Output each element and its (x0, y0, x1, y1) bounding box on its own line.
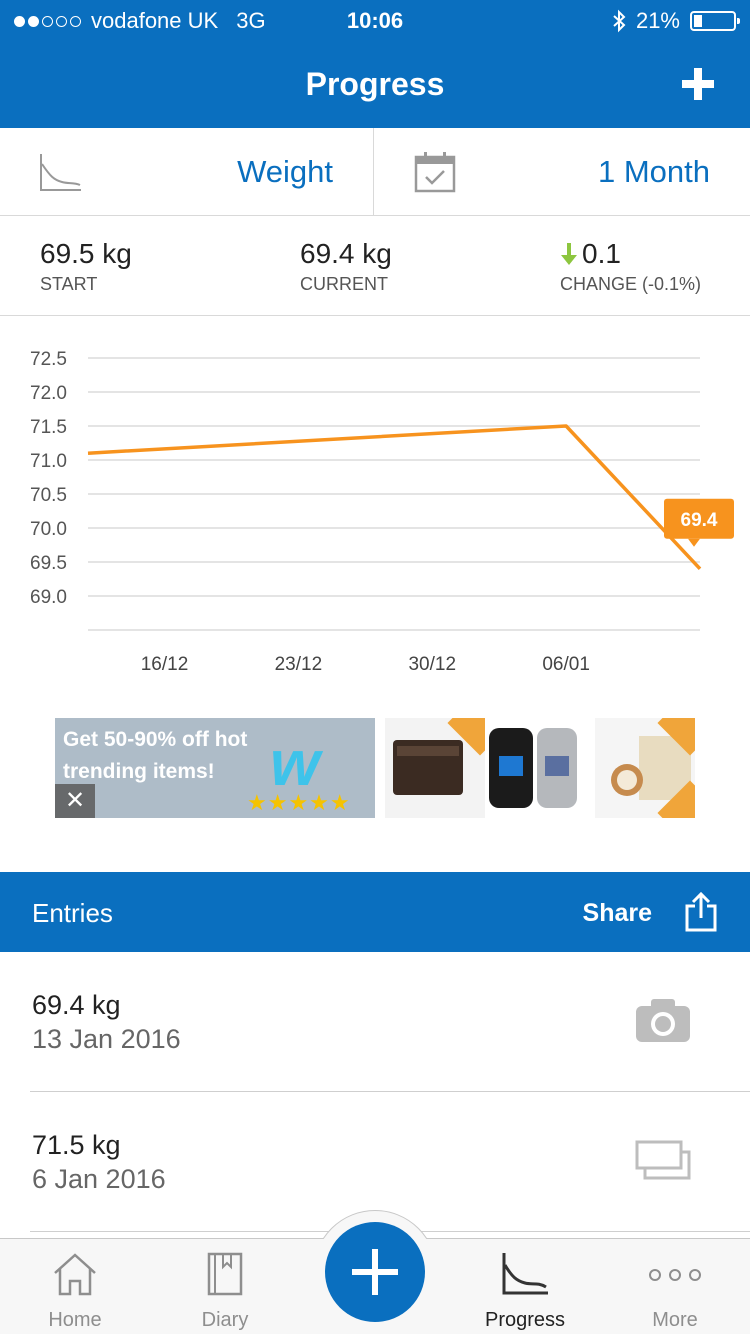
photo-stack-icon[interactable] (634, 1136, 692, 1184)
battery-percent: 21% (636, 8, 680, 34)
change-value-row: 0.1 (560, 238, 701, 270)
stat-current: 69.4 kg CURRENT (300, 238, 392, 295)
start-value: 69.5 kg (40, 238, 132, 270)
more-dots-icon (647, 1251, 703, 1297)
selector-row: Weight 1 Month (0, 128, 750, 216)
entry-weight: 69.4 kg (32, 990, 121, 1021)
share-icon[interactable] (684, 892, 718, 932)
change-value: 0.1 (582, 238, 621, 270)
entries-title: Entries (32, 898, 113, 929)
battery-icon (690, 11, 736, 31)
metric-selector[interactable]: Weight (0, 128, 374, 216)
ad-banner[interactable]: Get 50-90% off hot trending items! w ★★★… (55, 718, 695, 818)
wallet-image (385, 718, 485, 818)
x-tick-label: 30/12 (408, 654, 456, 675)
current-caption: CURRENT (300, 274, 392, 295)
page-title: Progress (0, 66, 750, 103)
range-selector[interactable]: 1 Month (375, 128, 750, 216)
y-tick-label: 72.0 (30, 383, 67, 404)
last-value-pointer (688, 539, 700, 547)
entry-row[interactable]: 69.4 kg 13 Jan 2016 (0, 952, 750, 1092)
metric-label: Weight (237, 154, 333, 190)
status-bar: vodafone UK 3G 10:06 21% (0, 0, 750, 42)
entry-weight: 71.5 kg (32, 1130, 121, 1161)
entries-header: Entries Share (0, 872, 750, 952)
ad-product-wallet[interactable] (385, 718, 485, 818)
tab-home[interactable]: Home (0, 1239, 150, 1335)
tab-more[interactable]: More (600, 1239, 750, 1335)
y-tick-label: 71.5 (30, 417, 67, 438)
watch-image (485, 718, 585, 818)
stats-row: 69.5 kg START 69.4 kg CURRENT 0.1 CHANGE… (0, 216, 750, 316)
chart-line-icon (500, 1251, 550, 1297)
quick-add-button[interactable] (325, 1222, 425, 1322)
calendar-check-icon (413, 150, 457, 194)
y-tick-label: 72.5 (30, 349, 67, 370)
status-right: 21% (612, 8, 736, 34)
weight-series-line (88, 426, 700, 569)
nav-bar: Progress (0, 42, 750, 128)
x-tick-label: 06/01 (542, 654, 590, 675)
wish-logo-icon: w (270, 726, 320, 800)
y-tick-label: 70.0 (30, 519, 67, 540)
entry-date: 13 Jan 2016 (32, 1024, 181, 1055)
range-label: 1 Month (598, 154, 710, 190)
tab-diary[interactable]: Diary (150, 1239, 300, 1335)
tab-label: More (600, 1309, 750, 1332)
y-tick-label: 69.5 (30, 553, 67, 574)
rating-stars-icon: ★★★★★ (247, 790, 351, 816)
ad-close-button[interactable]: ✕ (55, 784, 95, 818)
bluetooth-icon (612, 9, 626, 33)
y-tick-label: 70.5 (30, 485, 67, 506)
camera-icon[interactable] (634, 996, 692, 1044)
ad-text: Get 50-90% off hot trending items! (63, 724, 263, 788)
tab-label: Diary (150, 1309, 300, 1332)
last-value-label: 69.4 (681, 510, 718, 531)
ad-product-watch-2[interactable] (595, 718, 695, 818)
x-tick-label: 16/12 (141, 654, 189, 675)
plus-icon[interactable] (682, 68, 714, 100)
stat-change: 0.1 CHANGE (-0.1%) (560, 238, 701, 295)
tab-label: Home (0, 1309, 150, 1332)
share-button[interactable]: Share (583, 899, 652, 928)
chart-line-icon (38, 150, 84, 194)
home-icon (51, 1251, 99, 1297)
plus-icon (325, 1222, 425, 1322)
weight-chart: 72.5 72.0 71.5 71.0 70.5 70.0 69.5 69.0 16/12 23/… (0, 316, 750, 696)
change-caption: CHANGE (-0.1%) (560, 274, 701, 295)
current-value: 69.4 kg (300, 238, 392, 270)
start-caption: START (40, 274, 132, 295)
arrow-down-icon (560, 241, 578, 267)
x-tick-label: 23/12 (275, 654, 323, 675)
y-tick-label: 71.0 (30, 451, 67, 472)
book-icon (205, 1251, 245, 1297)
y-tick-label: 69.0 (30, 587, 67, 608)
ad-product-watch-1[interactable] (485, 718, 585, 818)
ad-promo[interactable]: Get 50-90% off hot trending items! w ★★★… (55, 718, 375, 818)
entry-date: 6 Jan 2016 (32, 1164, 166, 1195)
tab-progress[interactable]: Progress (450, 1239, 600, 1335)
stat-start: 69.5 kg START (40, 238, 132, 295)
tab-label: Progress (450, 1309, 600, 1332)
